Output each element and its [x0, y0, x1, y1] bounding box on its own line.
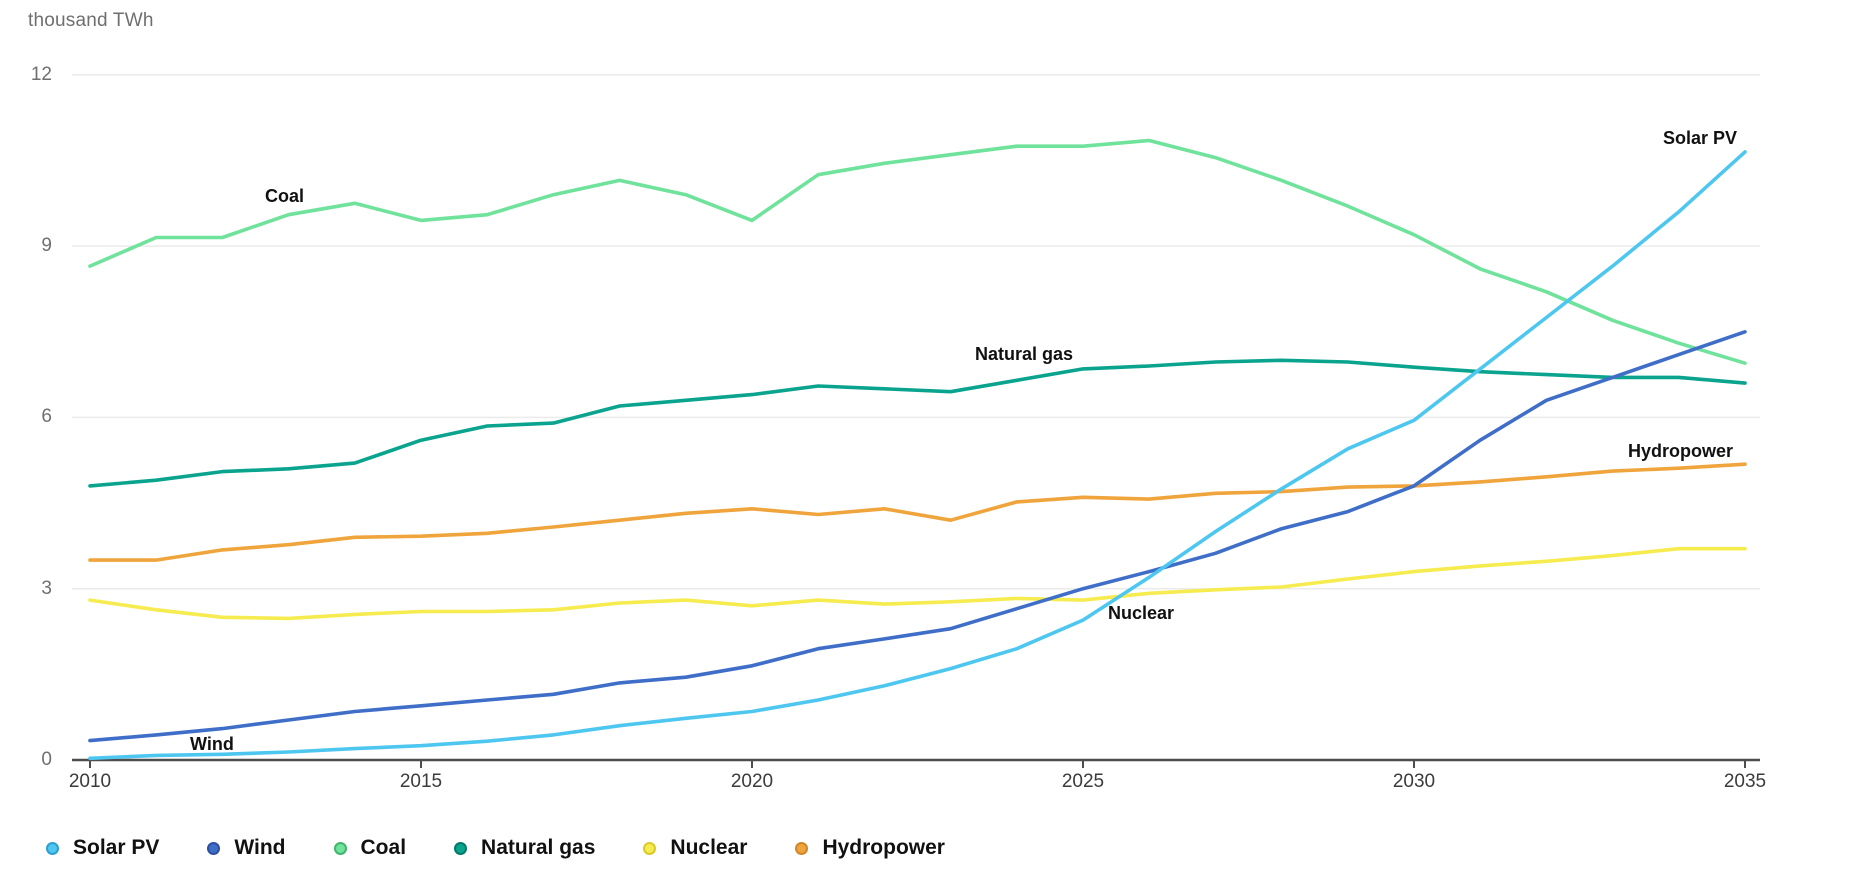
- series-label-wind: Wind: [190, 734, 234, 754]
- y-axis-unit-label: thousand TWh: [28, 10, 154, 31]
- series-line-solar-pv: [88, 150, 1747, 761]
- legend-label-hydropower: Hydropower: [822, 836, 945, 859]
- x-tick-label-2010: 2010: [68, 771, 112, 792]
- y-tick-label-3: 3: [41, 577, 52, 599]
- y-tick-label-6: 6: [41, 406, 52, 428]
- series-line-nuclear: [88, 546, 1747, 621]
- series-line-hydropower: [88, 462, 1747, 562]
- legend-dot-solar-pv: [46, 841, 59, 855]
- x-tick-label-2025: 2025: [1061, 771, 1105, 792]
- legend: Solar PV Wind Coal Natural gas Nuclear Hydrop…: [46, 836, 945, 860]
- legend-label-natural-gas: Natural gas: [481, 836, 596, 859]
- legend-dot-natural-gas: [454, 841, 468, 855]
- legend-item-hydropower[interactable]: Hydropower: [795, 836, 945, 860]
- chart-canvas: [72, 74, 1760, 768]
- series-label-hydropower: Hydropower: [1628, 441, 1734, 461]
- legend-item-natural-gas[interactable]: Natural gas: [454, 836, 595, 860]
- series-label-natural-gas: Natural gas: [975, 344, 1074, 364]
- series-label-nuclear: Nuclear: [1108, 603, 1175, 623]
- legend-label-nuclear: Nuclear: [670, 836, 748, 859]
- series-line-natural-gas: [88, 358, 1747, 488]
- y-tick-label-12: 12: [30, 63, 52, 85]
- x-tick-label-2015: 2015: [399, 771, 443, 792]
- legend-dot-wind: [207, 841, 221, 855]
- legend-label-coal: Coal: [360, 836, 407, 859]
- legend-item-nuclear[interactable]: Nuclear: [643, 836, 747, 860]
- series-label-solar-pv: Solar PV: [1663, 128, 1738, 148]
- legend-item-wind[interactable]: Wind: [207, 836, 286, 860]
- x-tick-label-2030: 2030: [1392, 771, 1436, 792]
- legend-item-solar-pv[interactable]: Solar PV: [46, 836, 159, 860]
- legend-dot-hydropower: [795, 841, 809, 855]
- series-line-coal: [88, 138, 1747, 366]
- legend-label-wind: Wind: [234, 836, 286, 859]
- y-tick-label-0: 0: [41, 749, 52, 770]
- legend-dot-coal: [333, 841, 347, 855]
- series-line-wind: [88, 329, 1747, 743]
- legend-label-solar-pv: Solar PV: [73, 836, 160, 859]
- y-tick-label-9: 9: [41, 235, 52, 257]
- x-tick-label-2020: 2020: [730, 771, 774, 792]
- legend-item-coal[interactable]: Coal: [333, 836, 407, 860]
- x-tick-label-2035: 2035: [1723, 771, 1767, 792]
- series-label-coal: Coal: [265, 186, 305, 206]
- legend-dot-nuclear: [643, 841, 657, 855]
